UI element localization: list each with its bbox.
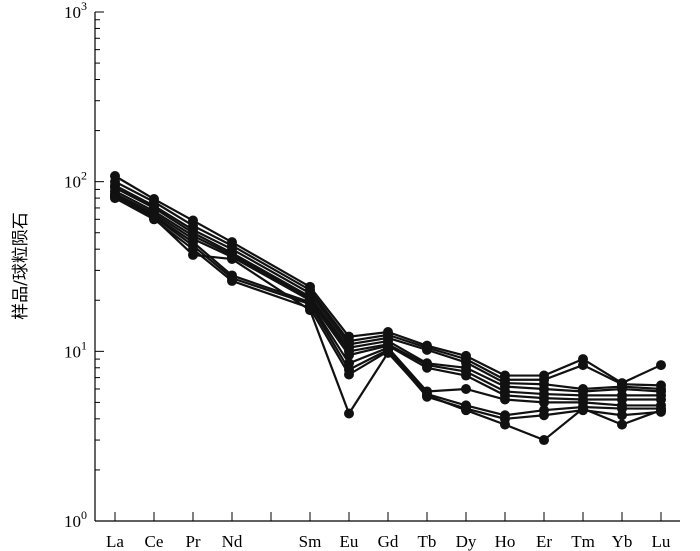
series-line	[114, 184, 662, 391]
series-group	[110, 170, 666, 446]
x-tick-label-ce: Ce	[145, 532, 164, 551]
data-point	[461, 383, 471, 394]
series-10	[110, 192, 666, 446]
data-point	[383, 347, 393, 358]
data-point	[188, 249, 198, 260]
x-ticks: La Ce Pr Nd Sm Eu Gd Tb Dy Ho Er Tm Yb Lu	[106, 512, 671, 551]
data-point	[227, 254, 237, 265]
series-line	[114, 196, 662, 442]
data-point	[617, 410, 627, 421]
series-line	[114, 180, 662, 387]
data-point	[617, 419, 627, 430]
data-point	[539, 435, 549, 446]
x-tick-label-yb: Yb	[612, 532, 633, 551]
data-point	[110, 192, 120, 203]
x-tick-label-er: Er	[536, 532, 552, 551]
data-point	[227, 275, 237, 286]
data-point	[500, 394, 510, 405]
x-tick-label-la: La	[106, 532, 124, 551]
x-tick-label-nd: Nd	[222, 532, 243, 551]
data-point	[344, 369, 354, 380]
y-tick-label: 100	[64, 508, 87, 531]
data-point	[656, 360, 666, 371]
data-point	[461, 405, 471, 416]
y-tick-label: 102	[64, 169, 87, 192]
series-line	[114, 186, 662, 393]
data-point	[539, 397, 549, 408]
series-line	[114, 195, 661, 417]
y-tick-label: 101	[64, 338, 87, 361]
series-line	[114, 194, 661, 407]
series-line	[114, 175, 662, 385]
x-tick-label-ho: Ho	[495, 532, 516, 551]
series-line	[114, 192, 661, 401]
data-point	[500, 419, 510, 430]
data-point	[578, 360, 588, 371]
data-point	[422, 344, 432, 355]
data-point	[344, 408, 354, 419]
x-tick-label-tb: Tb	[418, 532, 437, 551]
x-tick-label-pr: Pr	[185, 532, 200, 551]
x-tick-label-lu: Lu	[652, 532, 671, 551]
x-tick-label-eu: Eu	[340, 532, 359, 551]
data-point	[461, 370, 471, 381]
data-point	[149, 213, 159, 224]
data-point	[422, 362, 432, 373]
data-point	[422, 390, 432, 401]
data-point	[656, 405, 666, 416]
x-tick-label-tm: Tm	[571, 532, 595, 551]
y-tick-label: 103	[64, 0, 87, 22]
x-tick-label-dy: Dy	[456, 532, 477, 551]
x-tick-label-gd: Gd	[378, 532, 399, 551]
series-line	[114, 190, 661, 397]
y-axis-label: 样品/球粒陨石	[11, 212, 31, 320]
data-point	[539, 410, 549, 421]
x-tick-label-sm: Sm	[299, 532, 322, 551]
axes	[94, 12, 680, 522]
data-point	[305, 305, 315, 316]
y-ticks: 100 101 102 103	[64, 0, 104, 531]
data-point	[578, 403, 588, 414]
